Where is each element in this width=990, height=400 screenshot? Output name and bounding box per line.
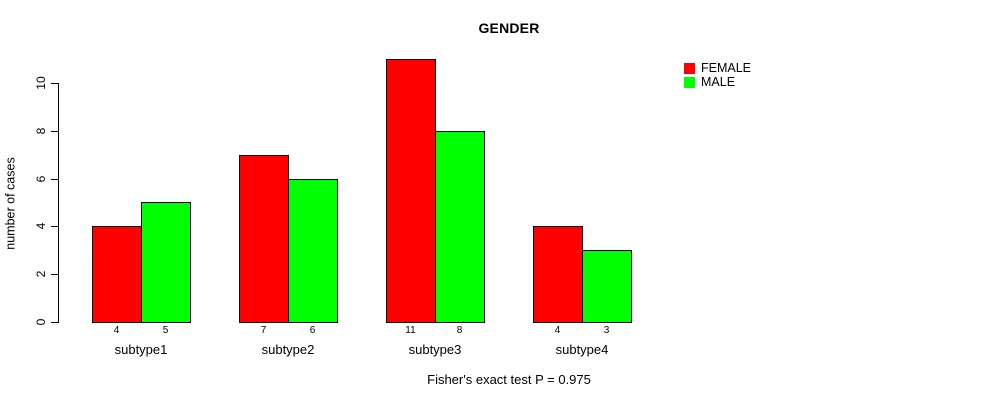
y-axis-tick xyxy=(51,226,58,228)
bar-value-label: 4 xyxy=(113,325,120,336)
chart-title: GENDER xyxy=(478,20,540,36)
legend-color-swatch xyxy=(684,76,695,88)
legend-color-swatch xyxy=(684,62,695,74)
y-axis-tick xyxy=(51,322,58,323)
bar-value-label: 6 xyxy=(309,325,316,336)
legend-item-male: MALE xyxy=(684,76,751,88)
bar-value-label: 7 xyxy=(260,325,267,336)
bar-value-label: 4 xyxy=(554,325,561,336)
y-axis-tick xyxy=(51,178,58,180)
y-axis-tick-label: 4 xyxy=(34,223,48,230)
y-axis-tick xyxy=(51,274,58,276)
bar-female-subtype4 xyxy=(533,226,583,323)
y-axis-title: number of cases xyxy=(3,157,18,250)
category-label: subtype4 xyxy=(555,342,609,357)
y-axis-tick-label: 2 xyxy=(34,270,48,278)
y-axis-tick-label: 6 xyxy=(34,175,48,182)
bar-male-subtype1 xyxy=(141,202,191,323)
annotation-text: Fisher's exact test P = 0.975 xyxy=(427,372,591,387)
category-label: subtype3 xyxy=(408,342,462,357)
bar-value-label: 11 xyxy=(405,325,416,336)
y-axis-line xyxy=(58,83,59,323)
bar-male-subtype2 xyxy=(288,179,338,323)
category-label: subtype2 xyxy=(261,342,315,357)
bar-female-subtype3 xyxy=(386,59,436,323)
bar-male-subtype3 xyxy=(435,131,485,323)
y-axis-tick xyxy=(51,130,58,132)
category-label: subtype1 xyxy=(114,342,168,357)
bar-value-label: 5 xyxy=(162,325,169,336)
bar-female-subtype2 xyxy=(239,155,289,323)
y-axis-tick-label: 8 xyxy=(34,127,48,135)
legend-item-female: FEMALE xyxy=(684,62,751,74)
y-axis-tick xyxy=(51,83,58,84)
legend-label: FEMALE xyxy=(701,61,752,75)
y-axis-tick-label: 10 xyxy=(34,76,48,90)
bar-male-subtype4 xyxy=(582,250,632,323)
bar-female-subtype1 xyxy=(92,226,142,323)
bar-value-label: 8 xyxy=(456,325,463,336)
legend: FEMALE MALE xyxy=(684,62,751,90)
y-axis-tick-label: 0 xyxy=(34,318,48,326)
bar-value-label: 3 xyxy=(603,325,610,336)
legend-label: MALE xyxy=(701,75,736,89)
